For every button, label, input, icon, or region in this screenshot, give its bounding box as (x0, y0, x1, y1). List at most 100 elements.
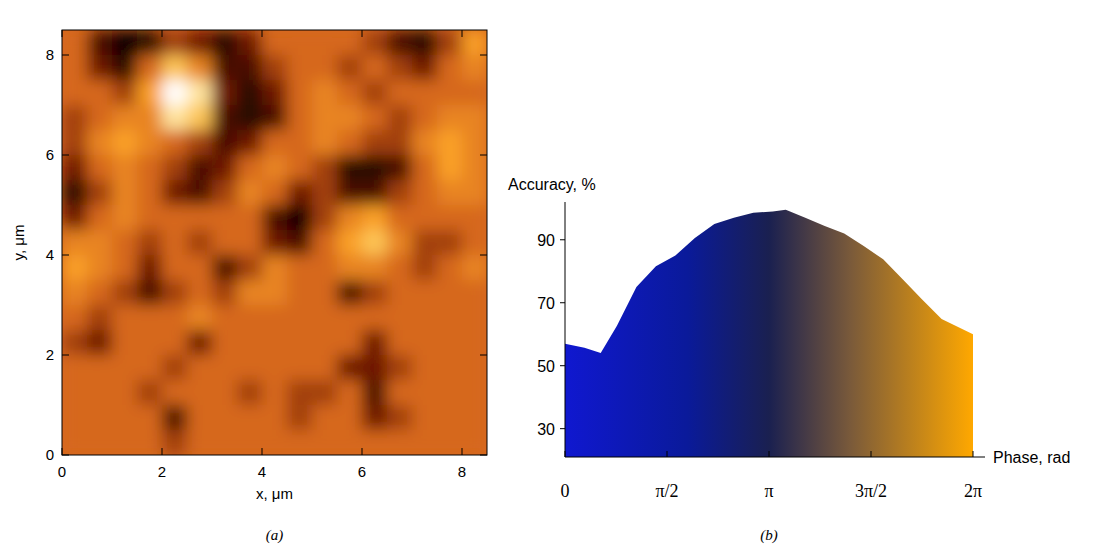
heat-cell (387, 130, 413, 156)
heat-cell (387, 80, 413, 106)
heat-cell (437, 180, 463, 206)
heat-cell (262, 430, 288, 455)
caption: (a) (266, 527, 284, 544)
heat-cell (312, 380, 338, 406)
heat-cell (437, 205, 463, 231)
heat-cell (237, 30, 263, 56)
heat-cell (337, 405, 363, 431)
heat-cell (312, 80, 338, 106)
heat-cell (137, 305, 163, 331)
heat-cell (62, 30, 88, 56)
heat-cell (87, 130, 113, 156)
heat-cell (212, 380, 238, 406)
heat-cell (337, 30, 363, 56)
heat-cell (137, 105, 163, 131)
heat-cell (237, 380, 263, 406)
heat-cell (87, 105, 113, 131)
y-tick (560, 302, 565, 303)
heat-cell (312, 280, 338, 306)
x-tick-top (462, 30, 463, 37)
heat-cell (112, 155, 138, 181)
heat-cell (437, 305, 463, 331)
y-tick-label: 2 (46, 346, 54, 363)
heat-cell (212, 230, 238, 256)
heat-cell (437, 155, 463, 181)
heat-cell (262, 405, 288, 431)
heat-cell (262, 80, 288, 106)
heat-cell (87, 405, 113, 431)
heat-cell (112, 130, 138, 156)
heat-cell (437, 80, 463, 106)
figure: 0246802468x, μmy, μm(a)0π/2π3π/22π305070… (0, 0, 1099, 550)
heat-cell (412, 230, 438, 256)
heat-cell (237, 355, 263, 381)
heat-cell (362, 30, 388, 56)
heat-cell (362, 355, 388, 381)
x-tick (871, 451, 872, 457)
heat-cell (362, 130, 388, 156)
heat-cell (337, 230, 363, 256)
heat-cell (387, 30, 413, 56)
heat-cell (337, 330, 363, 356)
heat-cell (87, 355, 113, 381)
x-tick (362, 448, 363, 455)
x-axis (565, 457, 985, 458)
heat-cell (412, 355, 438, 381)
y-tick-label: 30 (537, 421, 555, 438)
heat-cell (262, 330, 288, 356)
heat-cell (362, 380, 388, 406)
heat-cell (62, 55, 88, 81)
heat-cell (187, 380, 213, 406)
heat-cell (337, 280, 363, 306)
heat-cell (112, 380, 138, 406)
heat-cell (62, 380, 88, 406)
heat-cell (62, 330, 88, 356)
heat-cell (187, 255, 213, 281)
heat-cell (187, 105, 213, 131)
y-tick (560, 239, 565, 240)
heat-cell (287, 405, 313, 431)
heat-cell (462, 105, 487, 131)
heat-cell (212, 55, 238, 81)
heat-cell (237, 280, 263, 306)
heat-cell (312, 230, 338, 256)
heat-cell (312, 330, 338, 356)
heat-cell (112, 105, 138, 131)
heat-cell (437, 280, 463, 306)
x-tick (262, 448, 263, 455)
heat-cell (312, 55, 338, 81)
heat-cell (462, 280, 487, 306)
x-tick (667, 451, 668, 457)
heat-cell (187, 180, 213, 206)
heat-cell (237, 305, 263, 331)
heat-cell (162, 130, 188, 156)
x-tick-top (262, 30, 263, 37)
heat-cell (312, 155, 338, 181)
heat-cell (262, 305, 288, 331)
heat-cell (112, 355, 138, 381)
heat-cell (262, 55, 288, 81)
heat-cell (62, 430, 88, 455)
heat-cell (212, 305, 238, 331)
heat-cell (362, 405, 388, 431)
heat-cell (162, 155, 188, 181)
heat-cell (112, 330, 138, 356)
heat-cell (237, 130, 263, 156)
heat-cell (212, 330, 238, 356)
y-tick-right (480, 455, 487, 456)
heat-cell (412, 405, 438, 431)
heat-cell (462, 55, 487, 81)
heat-cell (237, 155, 263, 181)
x-tick-label: π/2 (655, 481, 678, 501)
heat-cell (237, 230, 263, 256)
heat-cell (137, 155, 163, 181)
heat-cell (112, 205, 138, 231)
heat-cell (437, 430, 463, 455)
heat-cell (162, 405, 188, 431)
heat-cell (387, 155, 413, 181)
heat-cell (412, 55, 438, 81)
heat-cell (237, 430, 263, 455)
heat-cell (262, 255, 288, 281)
heat-cell (287, 330, 313, 356)
heat-cell (187, 280, 213, 306)
